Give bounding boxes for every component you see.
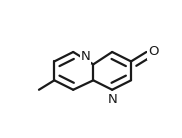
- Text: N: N: [81, 50, 90, 63]
- Text: N: N: [107, 93, 117, 106]
- Text: O: O: [149, 46, 159, 59]
